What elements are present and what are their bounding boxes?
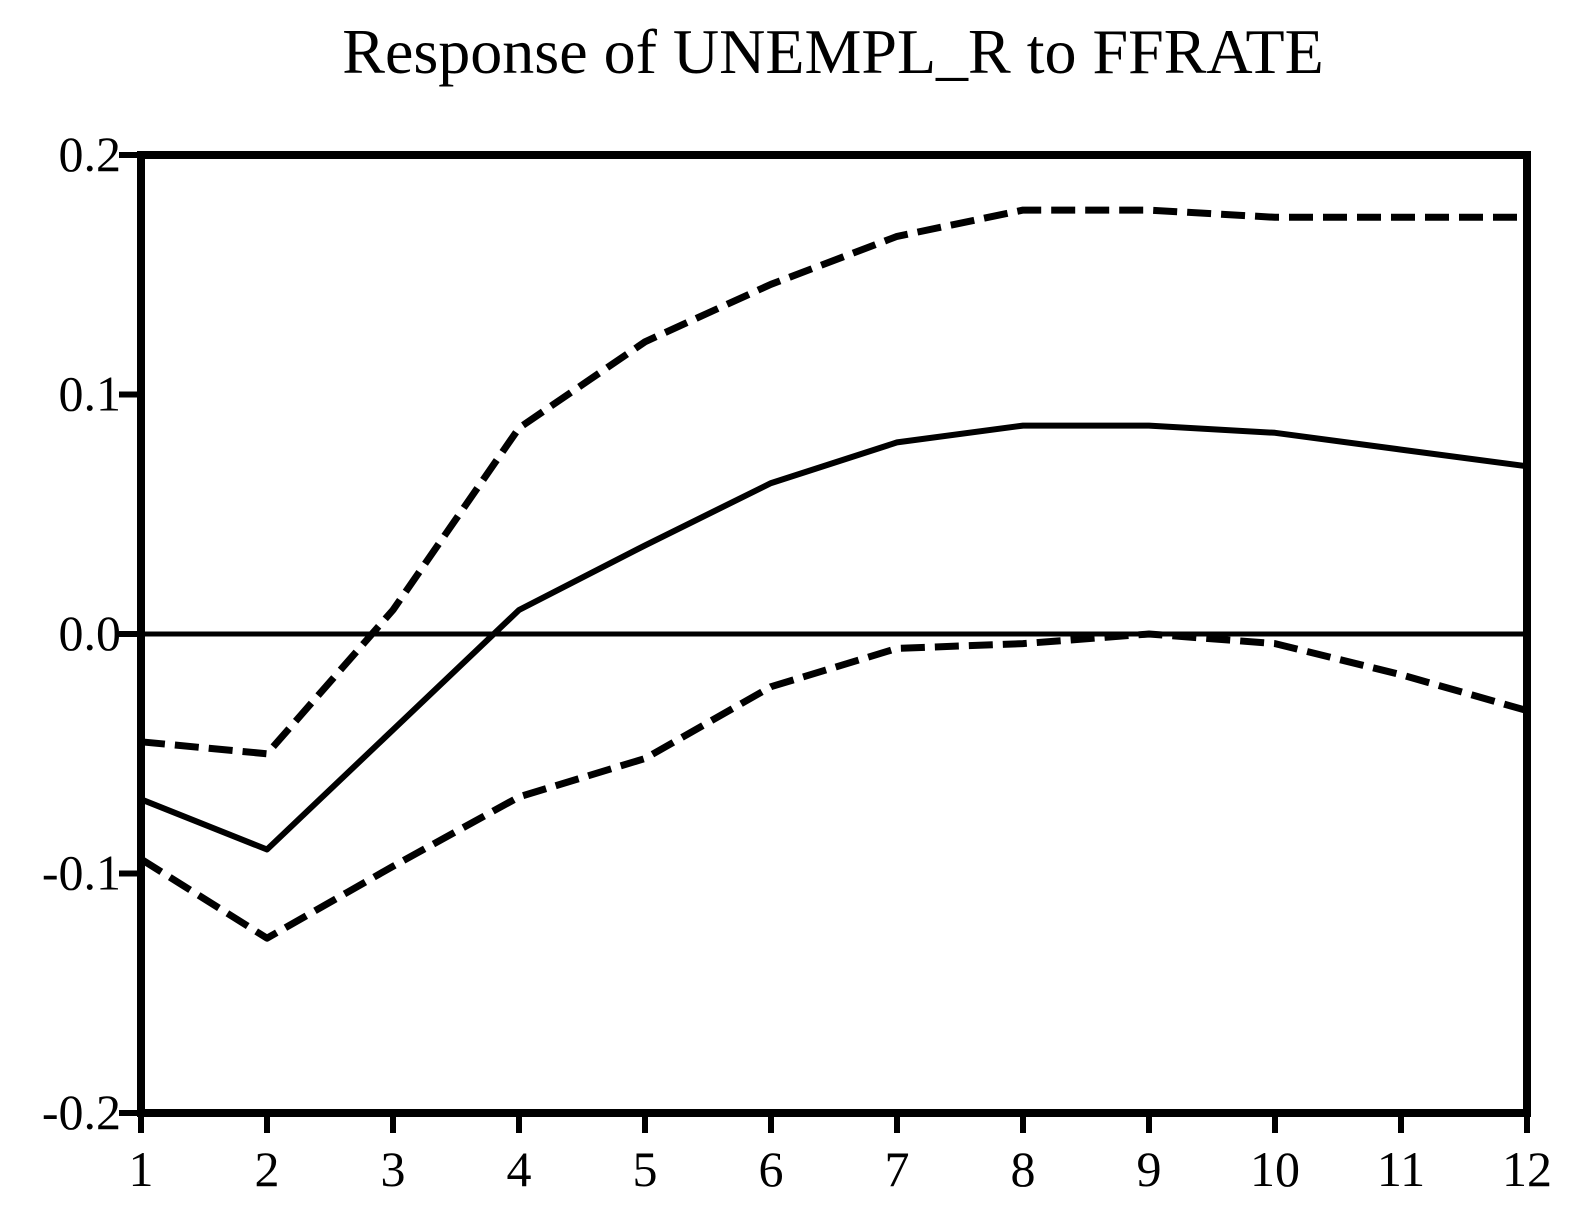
x-tick-label: 1: [129, 1141, 154, 1197]
y-tick-label: -0.1: [42, 845, 121, 901]
chart-title: Response of UNEMPL_R to FFRATE: [342, 16, 1323, 87]
x-tick-label: 2: [255, 1141, 280, 1197]
response-line: [139, 422, 1528, 853]
y-tick-label: 0.2: [59, 126, 122, 182]
x-tick-label: 5: [633, 1141, 658, 1197]
x-tick-label: 4: [507, 1141, 532, 1197]
lower-band-line: [139, 630, 1528, 942]
x-tick-label: 10: [1250, 1141, 1300, 1197]
y-tick-label: 0.0: [59, 605, 122, 661]
x-tick-label: 9: [1137, 1141, 1162, 1197]
y-tick-label: 0.1: [59, 366, 122, 422]
x-tick-label: 11: [1377, 1141, 1425, 1197]
x-tick-label: 12: [1502, 1141, 1552, 1197]
upper-band-line: [140, 206, 1527, 758]
series-layer: [139, 206, 1528, 942]
x-tick-label: 8: [1011, 1141, 1036, 1197]
x-tick-label: 7: [885, 1141, 910, 1197]
x-tick-label: 6: [759, 1141, 784, 1197]
y-tick-label: -0.2: [42, 1084, 121, 1140]
plot-axes: 0.20.10.0-0.1-0.21 2 3 4 5 6 7 8 9 10 11 12: [42, 126, 1552, 1197]
x-tick-label: 3: [381, 1141, 406, 1197]
